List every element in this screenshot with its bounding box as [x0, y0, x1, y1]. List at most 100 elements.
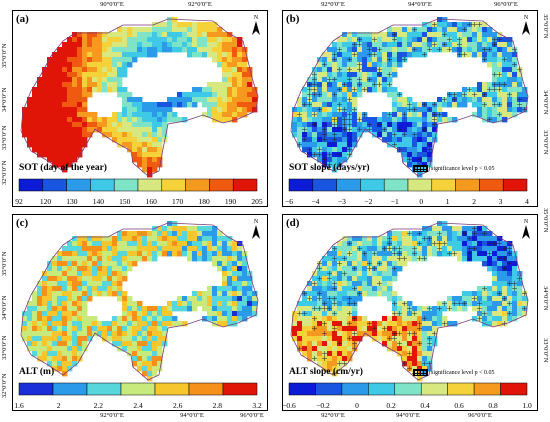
raster-cell: [97, 42, 103, 48]
raster-cell: [392, 117, 398, 123]
significance-mark: [412, 107, 417, 112]
significance-mark: [472, 231, 477, 236]
raster-cell: [177, 306, 183, 312]
raster-cell: [82, 301, 88, 307]
raster-cell: [417, 336, 423, 342]
raster-cell: [182, 42, 188, 48]
raster-cell: [142, 351, 148, 357]
raster-cell: [92, 42, 98, 48]
raster-cell: [327, 316, 333, 322]
raster-cell: [252, 296, 258, 302]
raster-cell: [362, 256, 368, 262]
raster-cell: [307, 152, 313, 158]
raster-cell: [507, 42, 513, 48]
significance-mark: [297, 311, 302, 316]
raster-cell: [317, 82, 323, 88]
raster-cell: [22, 331, 28, 337]
raster-cell: [92, 246, 98, 252]
raster-cell: [52, 142, 58, 148]
raster-cell: [157, 311, 163, 317]
significance-mark: [352, 331, 357, 336]
raster-cell: [242, 296, 248, 302]
raster-cell: [127, 246, 133, 252]
raster-cell: [477, 82, 483, 88]
map-area: [288, 221, 529, 396]
raster-cell: [392, 271, 398, 277]
raster-cell: [492, 62, 498, 68]
raster-cell: [477, 92, 483, 98]
raster-cell: [52, 361, 58, 367]
significance-mark: [452, 251, 457, 256]
raster-cell: [122, 316, 128, 322]
significance-mark: [427, 341, 432, 346]
raster-cell: [122, 137, 128, 143]
raster-cell: [502, 67, 508, 73]
raster-cell: [232, 251, 238, 257]
raster-cell: [422, 132, 428, 138]
significance-mark: [407, 306, 412, 311]
raster-cell: [77, 306, 83, 312]
significance-mark: [447, 92, 452, 97]
raster-cell: [472, 241, 478, 247]
significance-mark: [412, 132, 417, 137]
raster-cell: [117, 261, 123, 267]
significance-mark: [362, 112, 367, 117]
raster-cell: [337, 82, 343, 88]
raster-cell: [332, 336, 338, 342]
raster-cell: [122, 142, 128, 148]
raster-cell: [187, 97, 193, 103]
raster-cell: [77, 271, 83, 277]
raster-cell: [202, 251, 208, 257]
significance-mark: [422, 127, 427, 132]
raster-cell: [107, 52, 113, 58]
raster-cell: [362, 246, 368, 252]
tick-label: 130: [66, 197, 78, 206]
raster-cell: [292, 122, 298, 128]
raster-cell: [512, 77, 518, 83]
significance-mark: [422, 256, 427, 261]
raster-cell: [152, 142, 158, 148]
raster-cell: [187, 231, 193, 237]
raster-cell: [22, 311, 28, 317]
raster-cell: [347, 276, 353, 282]
raster-cell: [37, 87, 43, 93]
raster-cell: [437, 17, 443, 23]
significance-mark: [422, 316, 427, 321]
raster-cell: [237, 271, 243, 277]
raster-cell: [327, 127, 333, 133]
significance-mark: [447, 306, 452, 311]
raster-cell: [62, 67, 68, 73]
raster-cell: [137, 351, 143, 357]
raster-cell: [392, 321, 398, 327]
raster-cell: [337, 132, 343, 138]
raster-cell: [237, 316, 243, 322]
raster-cell: [157, 112, 163, 118]
raster-cell: [82, 286, 88, 292]
raster-cell: [442, 231, 448, 237]
raster-cell: [222, 241, 228, 247]
raster-cell: [332, 346, 338, 352]
raster-cell: [177, 301, 183, 307]
raster-cell: [227, 102, 233, 108]
raster-cell: [177, 226, 183, 232]
raster-cell: [102, 122, 108, 128]
raster-cell: [412, 361, 418, 367]
raster-cell: [147, 256, 153, 262]
raster-cell: [522, 92, 528, 98]
raster-cell: [442, 221, 448, 227]
raster-cell: [52, 157, 58, 163]
raster-cell: [122, 122, 128, 128]
raster-cell: [87, 246, 93, 252]
raster-cell: [32, 321, 38, 327]
raster-cell: [152, 306, 158, 312]
significance-mark: [322, 356, 327, 361]
significance-mark: [512, 281, 517, 286]
raster-cell: [477, 311, 483, 317]
significance-mark: [367, 266, 372, 271]
raster-cell: [372, 57, 378, 63]
basin-outline: [290, 18, 529, 177]
raster-cell: [332, 306, 338, 312]
raster-cell: [327, 366, 333, 372]
raster-cell: [382, 132, 388, 138]
significance-mark: [427, 306, 432, 311]
